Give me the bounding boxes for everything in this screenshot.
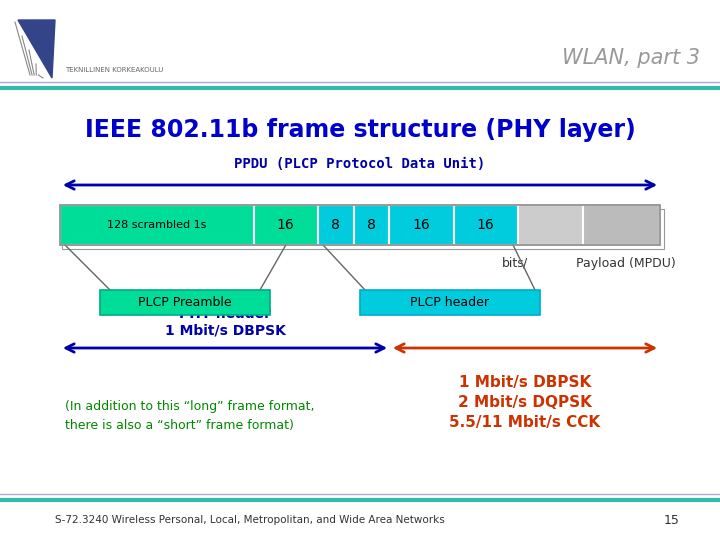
Text: 1 Mbit/s DBPSK: 1 Mbit/s DBPSK xyxy=(459,375,591,390)
Text: WLAN, part 3: WLAN, part 3 xyxy=(562,48,700,68)
Text: 16: 16 xyxy=(413,218,430,232)
Text: 8: 8 xyxy=(331,218,341,232)
Text: 15: 15 xyxy=(664,514,680,526)
Text: 2 Mbit/s DQPSK: 2 Mbit/s DQPSK xyxy=(458,395,592,410)
Bar xyxy=(318,205,354,245)
Text: 8: 8 xyxy=(367,218,376,232)
Bar xyxy=(518,205,582,245)
Text: PHY header
1 Mbit/s DBPSK: PHY header 1 Mbit/s DBPSK xyxy=(165,307,285,338)
Bar xyxy=(582,205,660,245)
Text: IEEE 802.11b frame structure (PHY layer): IEEE 802.11b frame structure (PHY layer) xyxy=(85,118,635,142)
Text: (In addition to this “long” frame format,
there is also a “short” frame format): (In addition to this “long” frame format… xyxy=(65,400,315,432)
Text: Payload (MPDU): Payload (MPDU) xyxy=(577,257,676,270)
Bar xyxy=(454,205,518,245)
Text: S-72.3240 Wireless Personal, Local, Metropolitan, and Wide Area Networks: S-72.3240 Wireless Personal, Local, Metr… xyxy=(55,515,445,525)
Text: 5.5/11 Mbit/s CCK: 5.5/11 Mbit/s CCK xyxy=(449,415,600,430)
Bar xyxy=(253,205,318,245)
Bar xyxy=(60,205,253,245)
Text: 16: 16 xyxy=(277,218,294,232)
Text: PLCP Preamble: PLCP Preamble xyxy=(138,296,232,309)
Text: PPDU (PLCP Protocol Data Unit): PPDU (PLCP Protocol Data Unit) xyxy=(235,157,485,171)
Bar xyxy=(389,205,454,245)
Bar xyxy=(62,209,664,249)
Bar xyxy=(360,290,540,315)
Bar xyxy=(100,290,270,315)
Bar xyxy=(60,205,660,245)
Text: /: / xyxy=(523,257,527,270)
Text: bits: bits xyxy=(502,257,524,270)
Text: 128 scrambled 1s: 128 scrambled 1s xyxy=(107,220,207,230)
Text: 16: 16 xyxy=(477,218,495,232)
Text: PLCP header: PLCP header xyxy=(410,296,490,309)
Polygon shape xyxy=(18,20,55,78)
Bar xyxy=(354,205,389,245)
Text: TEKNILLINEN KORKEAKOULU: TEKNILLINEN KORKEAKOULU xyxy=(65,67,163,73)
